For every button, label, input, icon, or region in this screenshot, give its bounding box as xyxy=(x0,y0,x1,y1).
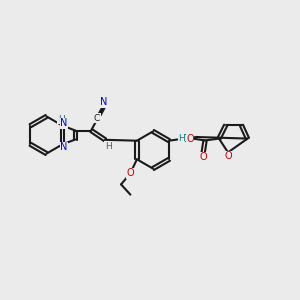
Text: O: O xyxy=(182,134,190,144)
Text: N: N xyxy=(60,142,68,152)
Text: C: C xyxy=(94,113,100,122)
Text: N: N xyxy=(100,98,107,107)
Text: O: O xyxy=(186,134,194,144)
Text: H: H xyxy=(105,142,112,151)
Text: O: O xyxy=(127,168,134,178)
Text: O: O xyxy=(224,151,232,161)
Text: H: H xyxy=(58,115,64,124)
Text: H: H xyxy=(178,134,185,143)
Text: O: O xyxy=(200,152,207,162)
Text: N: N xyxy=(60,118,68,128)
